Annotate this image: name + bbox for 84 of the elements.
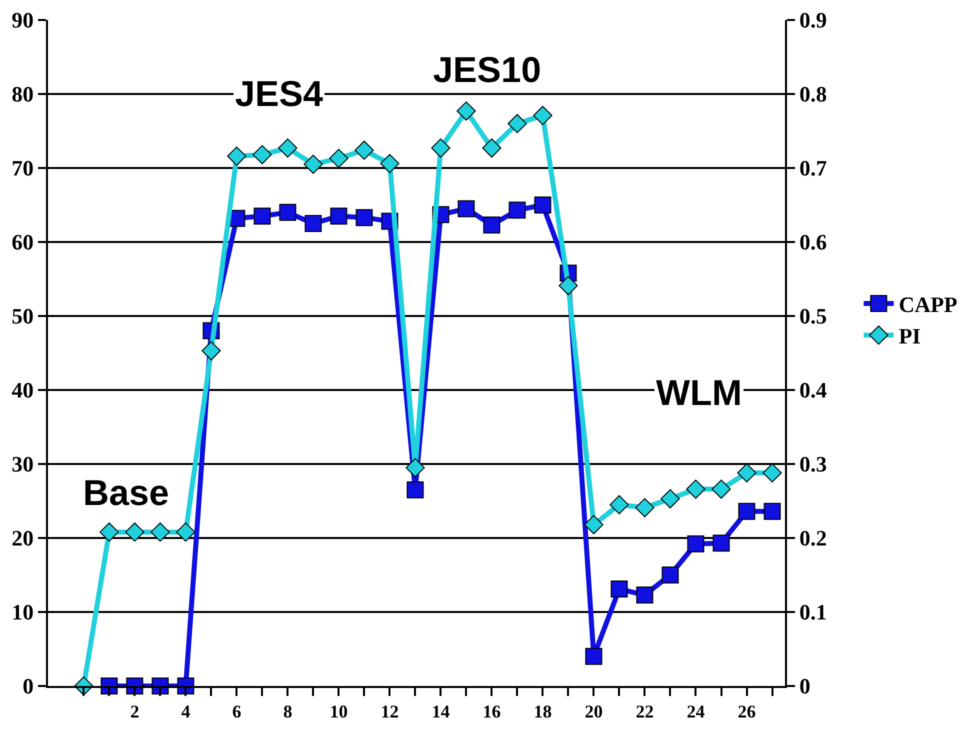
y2-tick-label: 0 [799, 674, 810, 699]
point [686, 480, 706, 499]
y2-tick-label: 0.3 [799, 452, 827, 477]
point [456, 101, 476, 121]
point [458, 200, 475, 218]
y2-tick-label: 0.6 [799, 230, 827, 255]
point [356, 209, 373, 226]
x-tick-label: 10 [330, 702, 348, 722]
point [150, 522, 170, 542]
point [687, 535, 704, 552]
annotation: JES4 [235, 73, 324, 114]
point [558, 276, 578, 296]
point [610, 580, 628, 598]
annotation: JES10 [433, 49, 542, 90]
y-tick-label: 0 [22, 674, 34, 699]
x-tick-label: 16 [482, 702, 501, 722]
y-tick-label: 30 [12, 452, 34, 477]
point [278, 138, 298, 158]
point [712, 534, 730, 552]
x-tick-label: 14 [432, 702, 450, 722]
point [227, 146, 246, 166]
point [533, 106, 552, 126]
point [202, 341, 221, 360]
point [380, 154, 400, 174]
point [508, 202, 526, 219]
point [406, 481, 424, 498]
point [610, 495, 629, 514]
legend-label: CAPP [898, 292, 958, 318]
point [304, 215, 322, 232]
y2-tick-label: 0.1 [799, 600, 827, 625]
point [354, 140, 374, 160]
y-tick-label: 20 [12, 526, 34, 551]
x-tick-label: 20 [584, 702, 603, 722]
y-tick-label: 60 [12, 230, 34, 255]
point [737, 463, 756, 482]
legend-label: PI [898, 324, 921, 349]
point [176, 522, 196, 542]
point [330, 208, 348, 225]
x-tick-label: 8 [283, 702, 292, 722]
x-tick-label: 2 [130, 702, 140, 722]
y2-tick-label: 0.7 [799, 156, 827, 181]
point [738, 502, 756, 520]
y2-tick-label: 0.5 [799, 304, 827, 329]
point [662, 566, 679, 584]
point [125, 522, 144, 542]
point [635, 498, 654, 518]
x-tick-label: 26 [738, 702, 756, 722]
x-tick-label: 18 [534, 702, 552, 722]
point [252, 145, 272, 164]
y2-tick-label: 0.4 [799, 378, 827, 403]
x-tick-label: 4 [181, 702, 190, 722]
y2-tick-label: 0.9 [799, 8, 827, 33]
y-tick-label: 90 [12, 8, 34, 33]
annotation: Base [83, 472, 170, 513]
y-tick-label: 50 [12, 304, 34, 329]
y2-tick-label: 0.8 [799, 82, 827, 107]
x-tick-label: 12 [380, 702, 399, 722]
x-tick-label: 6 [232, 702, 242, 722]
point [584, 515, 604, 534]
point [585, 648, 602, 665]
y2-tick-label: 0.2 [799, 526, 827, 551]
point [100, 522, 119, 542]
y-tick-label: 10 [12, 600, 34, 625]
point [304, 154, 323, 174]
point [482, 138, 502, 158]
point [406, 458, 425, 478]
y-tick-label: 80 [12, 82, 34, 107]
point [660, 489, 680, 508]
point [329, 148, 348, 168]
point [508, 114, 527, 134]
point [254, 208, 271, 225]
point [431, 138, 450, 158]
point [483, 216, 500, 234]
y-tick-label: 40 [12, 378, 34, 403]
x-tick-label: 24 [686, 702, 705, 722]
point [534, 196, 552, 214]
y-tick-label: 70 [12, 156, 34, 181]
point [279, 204, 296, 221]
point [762, 463, 782, 482]
point [636, 586, 654, 604]
point [764, 502, 781, 520]
annotation: WLM [656, 372, 742, 413]
point [712, 480, 731, 499]
x-tick-label: 22 [636, 702, 654, 722]
